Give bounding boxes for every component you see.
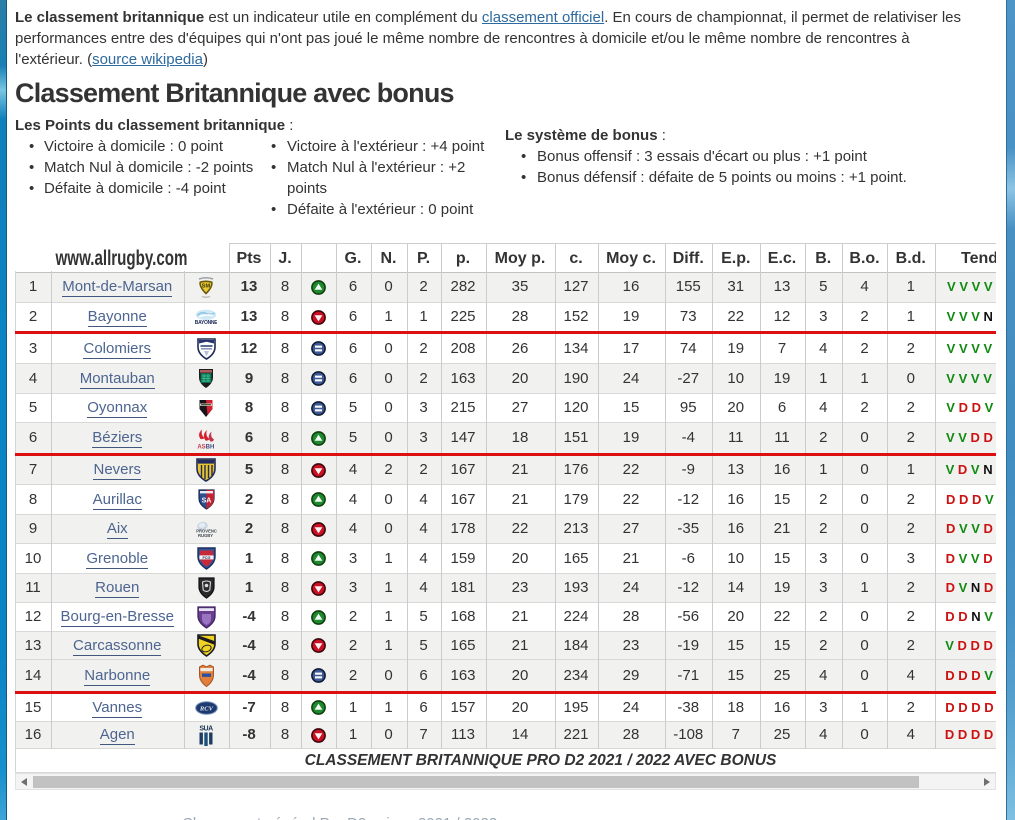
svg-text:RUGBY: RUGBY xyxy=(197,533,212,538)
svg-text:FCG: FCG xyxy=(202,556,210,560)
svg-text:BH: BH xyxy=(206,444,215,450)
svg-text:SA: SA xyxy=(201,498,211,505)
svg-text:PROVENCE: PROVENCE xyxy=(196,528,217,533)
svg-text:AS: AS xyxy=(197,444,205,450)
svg-text:BAYONNE: BAYONNE xyxy=(195,320,217,325)
svg-text:SUA: SUA xyxy=(199,726,213,733)
svg-text:RCV: RCV xyxy=(198,705,213,712)
svg-text:SM: SM xyxy=(202,283,211,289)
